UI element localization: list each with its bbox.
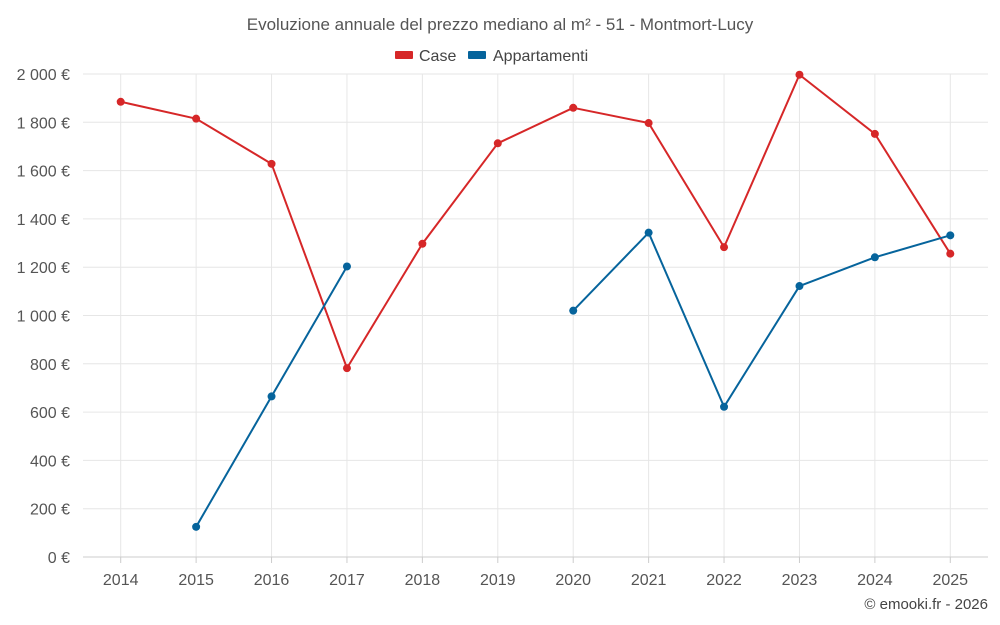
data-point-case[interactable]: [267, 159, 276, 168]
x-tick-label: 2017: [329, 572, 365, 589]
x-tick-label: 2021: [631, 572, 667, 589]
data-point-appartamenti[interactable]: [569, 306, 578, 315]
x-tick-label: 2019: [480, 572, 516, 589]
x-tick-label: 2020: [555, 572, 591, 589]
x-tick-label: 2022: [706, 572, 742, 589]
y-tick-label: 1 200 €: [17, 260, 70, 277]
x-tick-label: 2023: [782, 572, 818, 589]
legend-label-case: Case: [419, 48, 456, 65]
y-tick-label: 400 €: [30, 453, 70, 470]
data-point-case[interactable]: [720, 243, 729, 252]
data-point-case[interactable]: [418, 239, 427, 248]
data-point-case[interactable]: [946, 249, 955, 258]
y-tick-label: 0 €: [48, 550, 70, 567]
data-point-appartamenti[interactable]: [946, 231, 955, 240]
y-tick-label: 1 000 €: [17, 309, 70, 326]
y-tick-label: 1 800 €: [17, 115, 70, 132]
data-point-appartamenti[interactable]: [795, 282, 804, 291]
x-tick-label: 2015: [178, 572, 214, 589]
y-tick-label: 1 600 €: [17, 164, 70, 181]
y-tick-label: 1 400 €: [17, 212, 70, 229]
data-point-case[interactable]: [569, 103, 578, 112]
data-point-appartamenti[interactable]: [192, 522, 201, 531]
data-point-appartamenti[interactable]: [342, 262, 351, 271]
credit-text: © emooki.fr - 2026: [864, 596, 988, 613]
legend-swatch-appartamenti: [468, 51, 486, 59]
grid: [83, 73, 988, 557]
legend: Case Appartamenti: [395, 48, 588, 65]
data-point-case[interactable]: [870, 129, 879, 138]
legend-item-appartamenti[interactable]: Appartamenti: [468, 48, 588, 65]
legend-swatch-case: [395, 51, 413, 59]
data-point-case[interactable]: [342, 364, 351, 373]
y-tick-label: 200 €: [30, 502, 70, 519]
x-tick-label: 2018: [405, 572, 441, 589]
axes: 0 € 200 € 400 € 600 € 800 € 1 000 € 1 200 € 1 4…: [17, 67, 988, 589]
data-point-appartamenti[interactable]: [644, 228, 653, 237]
x-tick-label: 2025: [932, 572, 968, 589]
x-tick-label: 2014: [103, 572, 139, 589]
data-point-case[interactable]: [192, 114, 201, 123]
data-point-appartamenti[interactable]: [870, 253, 879, 262]
data-point-appartamenti[interactable]: [267, 392, 276, 401]
y-tick-label: 600 €: [30, 405, 70, 422]
series-line-appartamenti: [572, 231, 951, 408]
data-point-case[interactable]: [493, 139, 502, 148]
data-point-case[interactable]: [795, 70, 804, 79]
series: [116, 70, 955, 531]
data-point-case[interactable]: [116, 97, 125, 106]
data-point-case[interactable]: [644, 119, 653, 128]
x-tick-label: 2024: [857, 572, 893, 589]
data-point-appartamenti[interactable]: [720, 402, 729, 411]
x-tick-label: 2016: [254, 572, 290, 589]
series-appartamenti: [192, 228, 955, 531]
series-line-case: [120, 73, 952, 370]
y-tick-label: 2 000 €: [17, 67, 70, 84]
y-tick-label: 800 €: [30, 357, 70, 374]
legend-item-case[interactable]: Case: [395, 48, 456, 65]
series-case: [116, 70, 955, 373]
legend-label-appartamenti: Appartamenti: [493, 48, 588, 65]
chart-title: Evoluzione annuale del prezzo mediano al…: [247, 15, 754, 34]
